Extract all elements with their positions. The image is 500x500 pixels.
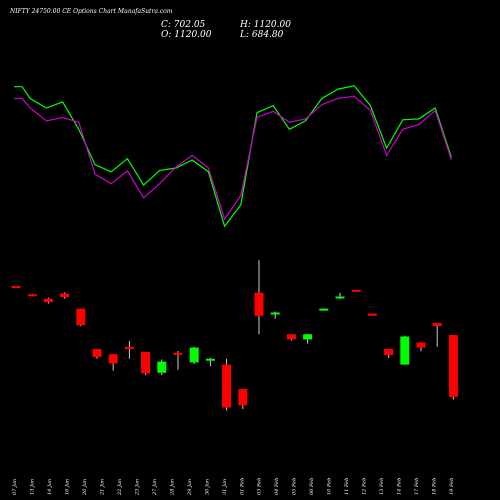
x-tick-label: 19 Feb	[449, 478, 455, 495]
chart-title: NIFTY 24750.00 CE Options Chart MunafaSu…	[10, 8, 173, 15]
candles	[11, 260, 458, 411]
candle	[254, 260, 264, 335]
candle-body	[400, 336, 410, 365]
candle-body	[432, 323, 442, 327]
candle	[92, 349, 102, 359]
candle	[400, 335, 410, 365]
x-tick-label: 30 Jan	[204, 479, 210, 495]
candle-body	[76, 308, 86, 326]
x-axis-ticks: 07 Jan 13 Jan 14 Jan 16 Jan 20 Jan 21 Jan 22 J…	[12, 478, 455, 496]
x-tick-label: 04 Feb	[274, 478, 280, 495]
x-tick-label: 12 Feb	[362, 478, 368, 495]
x-tick-label: 17 Feb	[414, 478, 420, 495]
candle-body	[11, 286, 21, 289]
candle	[141, 352, 151, 375]
candle-body	[448, 335, 458, 397]
candle	[124, 340, 134, 359]
x-tick-label: 29 Jan	[187, 479, 193, 496]
candle-body	[108, 354, 118, 364]
x-tick-label: 14 Jan	[47, 479, 53, 495]
candle	[11, 286, 21, 289]
upper-line-series	[14, 85, 452, 228]
candle-body	[173, 352, 183, 355]
candle-body	[351, 289, 361, 292]
candle-body	[157, 361, 167, 373]
x-tick-label: 06 Feb	[309, 478, 315, 495]
x-tick-label: 07 Jan	[12, 479, 18, 495]
candle	[76, 308, 86, 327]
x-tick-label: 11 Feb	[344, 478, 350, 495]
candle	[448, 335, 458, 400]
candle-body	[416, 342, 426, 348]
candle	[189, 346, 199, 364]
candle-body	[335, 296, 345, 299]
x-tick-label: 27 Jan	[152, 479, 158, 496]
candle-body	[303, 334, 313, 340]
x-tick-label: 13 Jan	[30, 479, 36, 495]
candle	[270, 311, 280, 319]
candle	[416, 342, 426, 352]
candle	[173, 350, 183, 370]
close-value: C: 702.05	[161, 20, 206, 30]
candle-body	[27, 294, 37, 297]
high-value: H: 1120.00	[240, 20, 291, 30]
x-tick-label: 10 Feb	[327, 478, 333, 495]
candle	[319, 308, 329, 311]
candle	[60, 292, 70, 299]
candle	[432, 323, 442, 347]
x-tick-label: 20 Jan	[82, 479, 88, 496]
candle	[205, 357, 215, 367]
candle-body	[222, 364, 232, 408]
candle	[238, 389, 248, 410]
indicator-lines	[14, 85, 452, 228]
candle	[286, 334, 296, 341]
candle	[335, 292, 345, 300]
x-tick-label: 03 Feb	[257, 478, 263, 495]
candle	[222, 358, 232, 411]
candle	[43, 297, 53, 304]
candle-body	[189, 347, 199, 363]
x-tick-label: 31 Jan	[222, 479, 228, 495]
candle	[108, 354, 118, 371]
candle	[367, 313, 377, 316]
x-tick-label: 16 Jan	[64, 479, 70, 495]
x-tick-label: 22 Jan	[117, 479, 123, 496]
candle	[384, 349, 394, 358]
x-tick-label: 18 Feb	[432, 478, 438, 495]
candle	[157, 359, 167, 375]
x-tick-label: 23 Jan	[134, 479, 140, 496]
candle-body	[254, 292, 264, 316]
candle-body	[384, 349, 394, 355]
candle-body	[319, 308, 329, 311]
x-tick-label: 13 Feb	[379, 478, 385, 495]
candle-body	[270, 312, 280, 315]
candle-body	[286, 334, 296, 340]
candle-body	[43, 298, 53, 303]
x-tick-label: 28 Jan	[169, 479, 175, 496]
candle-body	[60, 293, 70, 298]
candle-body	[124, 346, 134, 350]
x-tick-label: 05 Feb	[292, 478, 298, 495]
open-value: O: 1120.00	[161, 30, 212, 40]
candle	[27, 293, 37, 297]
x-tick-label: 21 Jan	[99, 479, 105, 496]
low-value: L: 684.80	[240, 30, 284, 40]
candle	[351, 289, 361, 292]
candle-body	[141, 352, 151, 374]
candle	[303, 333, 313, 344]
candle-body	[238, 389, 248, 406]
lower-line-series	[14, 95, 452, 221]
x-tick-label: 01 Feb	[239, 478, 245, 495]
x-tick-label: 14 Feb	[397, 478, 403, 495]
candle-body	[92, 349, 102, 357]
candle-body	[367, 313, 377, 316]
candle-body	[205, 358, 215, 361]
